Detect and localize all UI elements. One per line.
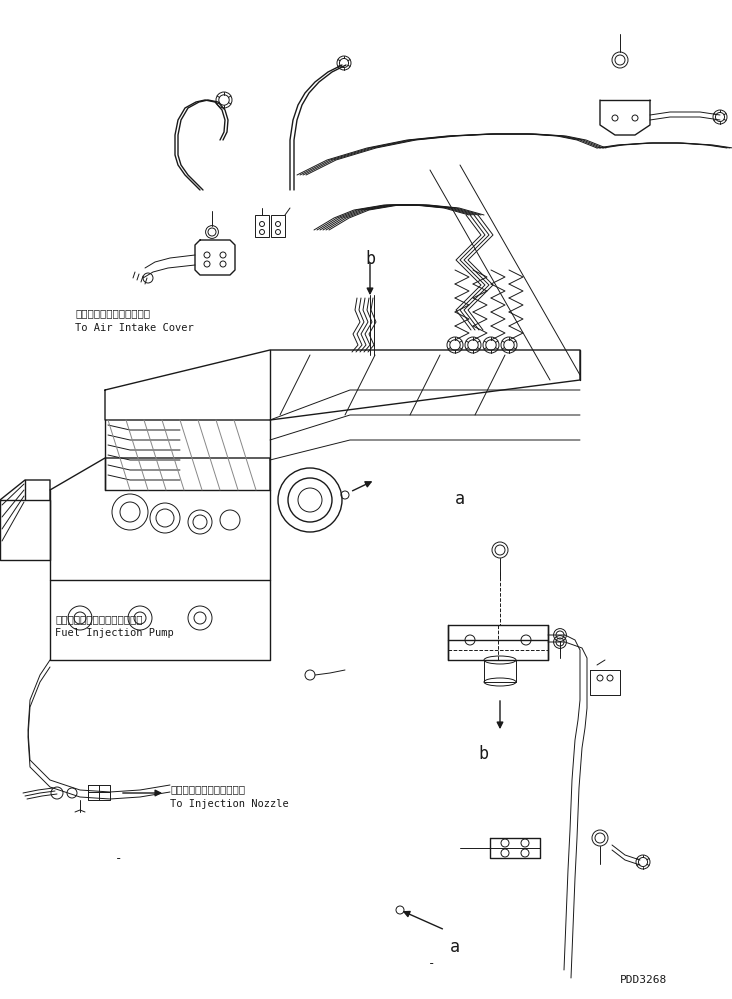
Text: To Air Intake Cover: To Air Intake Cover bbox=[75, 323, 194, 333]
Text: -: - bbox=[115, 852, 122, 865]
Text: インジェクションノズルヘ: インジェクションノズルヘ bbox=[170, 784, 245, 794]
Text: To Injection Nozzle: To Injection Nozzle bbox=[170, 799, 288, 809]
Text: b: b bbox=[365, 250, 375, 268]
Text: -: - bbox=[428, 957, 436, 970]
Text: b: b bbox=[478, 745, 488, 763]
Text: a: a bbox=[450, 938, 460, 956]
Text: Fuel Injection Pump: Fuel Injection Pump bbox=[55, 628, 173, 638]
Text: エアーインテークカバーヘ: エアーインテークカバーヘ bbox=[75, 308, 150, 318]
Bar bbox=[271, 215, 285, 237]
Text: フェルインジェクションポンプ: フェルインジェクションポンプ bbox=[55, 614, 143, 624]
Bar bbox=[255, 215, 269, 237]
Text: PDD3268: PDD3268 bbox=[620, 975, 668, 985]
Text: a: a bbox=[455, 490, 465, 508]
